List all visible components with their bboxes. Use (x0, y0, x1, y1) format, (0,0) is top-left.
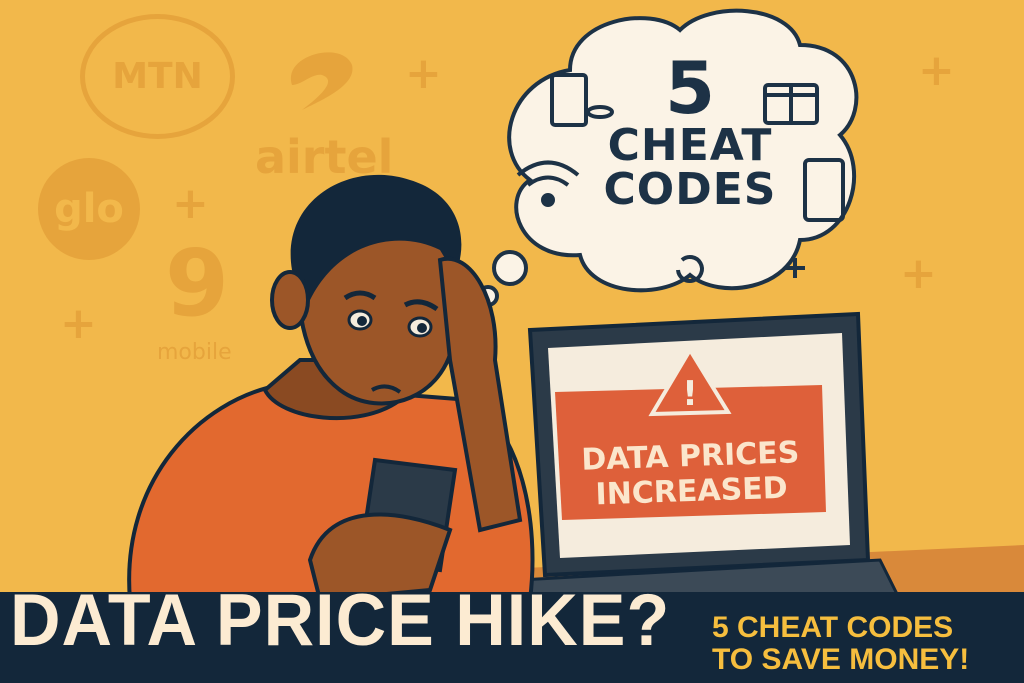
plus-icon: + (918, 45, 955, 96)
warning-sign (555, 385, 826, 520)
9mobile-logo-text: mobile (157, 340, 232, 365)
plus-icon: + (900, 248, 937, 299)
banner-title: DATA PRICE HIKE? (10, 579, 671, 661)
mtn-logo-text: MTN (112, 56, 203, 97)
coins-icon (586, 105, 614, 119)
plus-icon: + (172, 178, 209, 229)
calculator-icon (550, 73, 588, 127)
hair (290, 174, 462, 300)
sim-dollar-icon (803, 158, 845, 222)
ear (270, 270, 310, 330)
plus-icon: + (405, 48, 442, 99)
cheat-codes-heading: 5 CHEAT CODES (600, 52, 780, 212)
cloud-icons (516, 73, 845, 283)
bottom-banner (0, 592, 1024, 683)
9mobile-logo: 9 (165, 230, 230, 337)
glo-logo: glo (38, 158, 140, 260)
refresh-icon (676, 254, 704, 283)
cheat-codes-line2: CODES (603, 164, 777, 215)
warning-triangle-icon (648, 346, 732, 417)
thought-bubble (477, 8, 859, 307)
plus-icon (785, 258, 805, 278)
arm-raised (437, 256, 523, 533)
airtel-logo: airtel (255, 130, 394, 184)
svg-text:!: ! (682, 374, 698, 414)
banner-subtitle-line2: TO SAVE MONEY! (712, 643, 970, 676)
laptop: ! (507, 311, 903, 612)
person (127, 174, 535, 603)
airtel-swirl-icon (290, 52, 353, 110)
mtn-logo: MTN (80, 14, 235, 139)
plus-icon: + (60, 298, 97, 349)
hand (307, 512, 453, 603)
banner-subtitle: 5 CHEAT CODES TO SAVE MONEY! (712, 612, 969, 676)
wifi-icon (516, 160, 580, 187)
cheat-codes-number: 5 (664, 46, 716, 130)
screen-warning-text: DATA PRICES INCREASED (565, 435, 817, 514)
banner-subtitle-line1: 5 CHEAT CODES (712, 611, 954, 644)
cheat-codes-line1: CHEAT (607, 120, 773, 171)
